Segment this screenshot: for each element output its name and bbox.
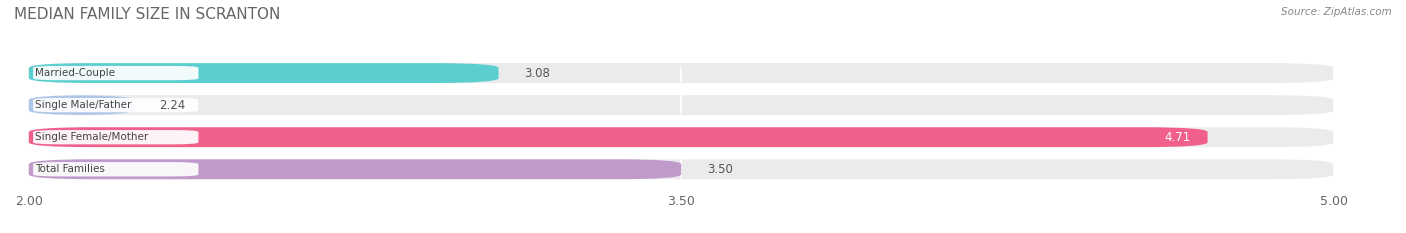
- Text: 4.71: 4.71: [1164, 131, 1191, 144]
- FancyBboxPatch shape: [34, 98, 198, 112]
- FancyBboxPatch shape: [28, 159, 682, 179]
- FancyBboxPatch shape: [28, 95, 134, 115]
- Text: Single Male/Father: Single Male/Father: [35, 100, 132, 110]
- Text: Source: ZipAtlas.com: Source: ZipAtlas.com: [1281, 7, 1392, 17]
- FancyBboxPatch shape: [28, 127, 1208, 147]
- FancyBboxPatch shape: [28, 159, 1334, 179]
- Text: Single Female/Mother: Single Female/Mother: [35, 132, 149, 142]
- Text: 3.08: 3.08: [524, 67, 551, 79]
- FancyBboxPatch shape: [34, 130, 198, 144]
- Text: MEDIAN FAMILY SIZE IN SCRANTON: MEDIAN FAMILY SIZE IN SCRANTON: [14, 7, 280, 22]
- FancyBboxPatch shape: [34, 66, 198, 80]
- Text: Married-Couple: Married-Couple: [35, 68, 115, 78]
- Text: 3.50: 3.50: [707, 163, 733, 176]
- FancyBboxPatch shape: [34, 162, 198, 176]
- FancyBboxPatch shape: [28, 63, 499, 83]
- Text: Total Families: Total Families: [35, 164, 105, 174]
- FancyBboxPatch shape: [28, 127, 1334, 147]
- FancyBboxPatch shape: [28, 95, 1334, 115]
- FancyBboxPatch shape: [28, 63, 1334, 83]
- Text: 2.24: 2.24: [159, 99, 186, 112]
